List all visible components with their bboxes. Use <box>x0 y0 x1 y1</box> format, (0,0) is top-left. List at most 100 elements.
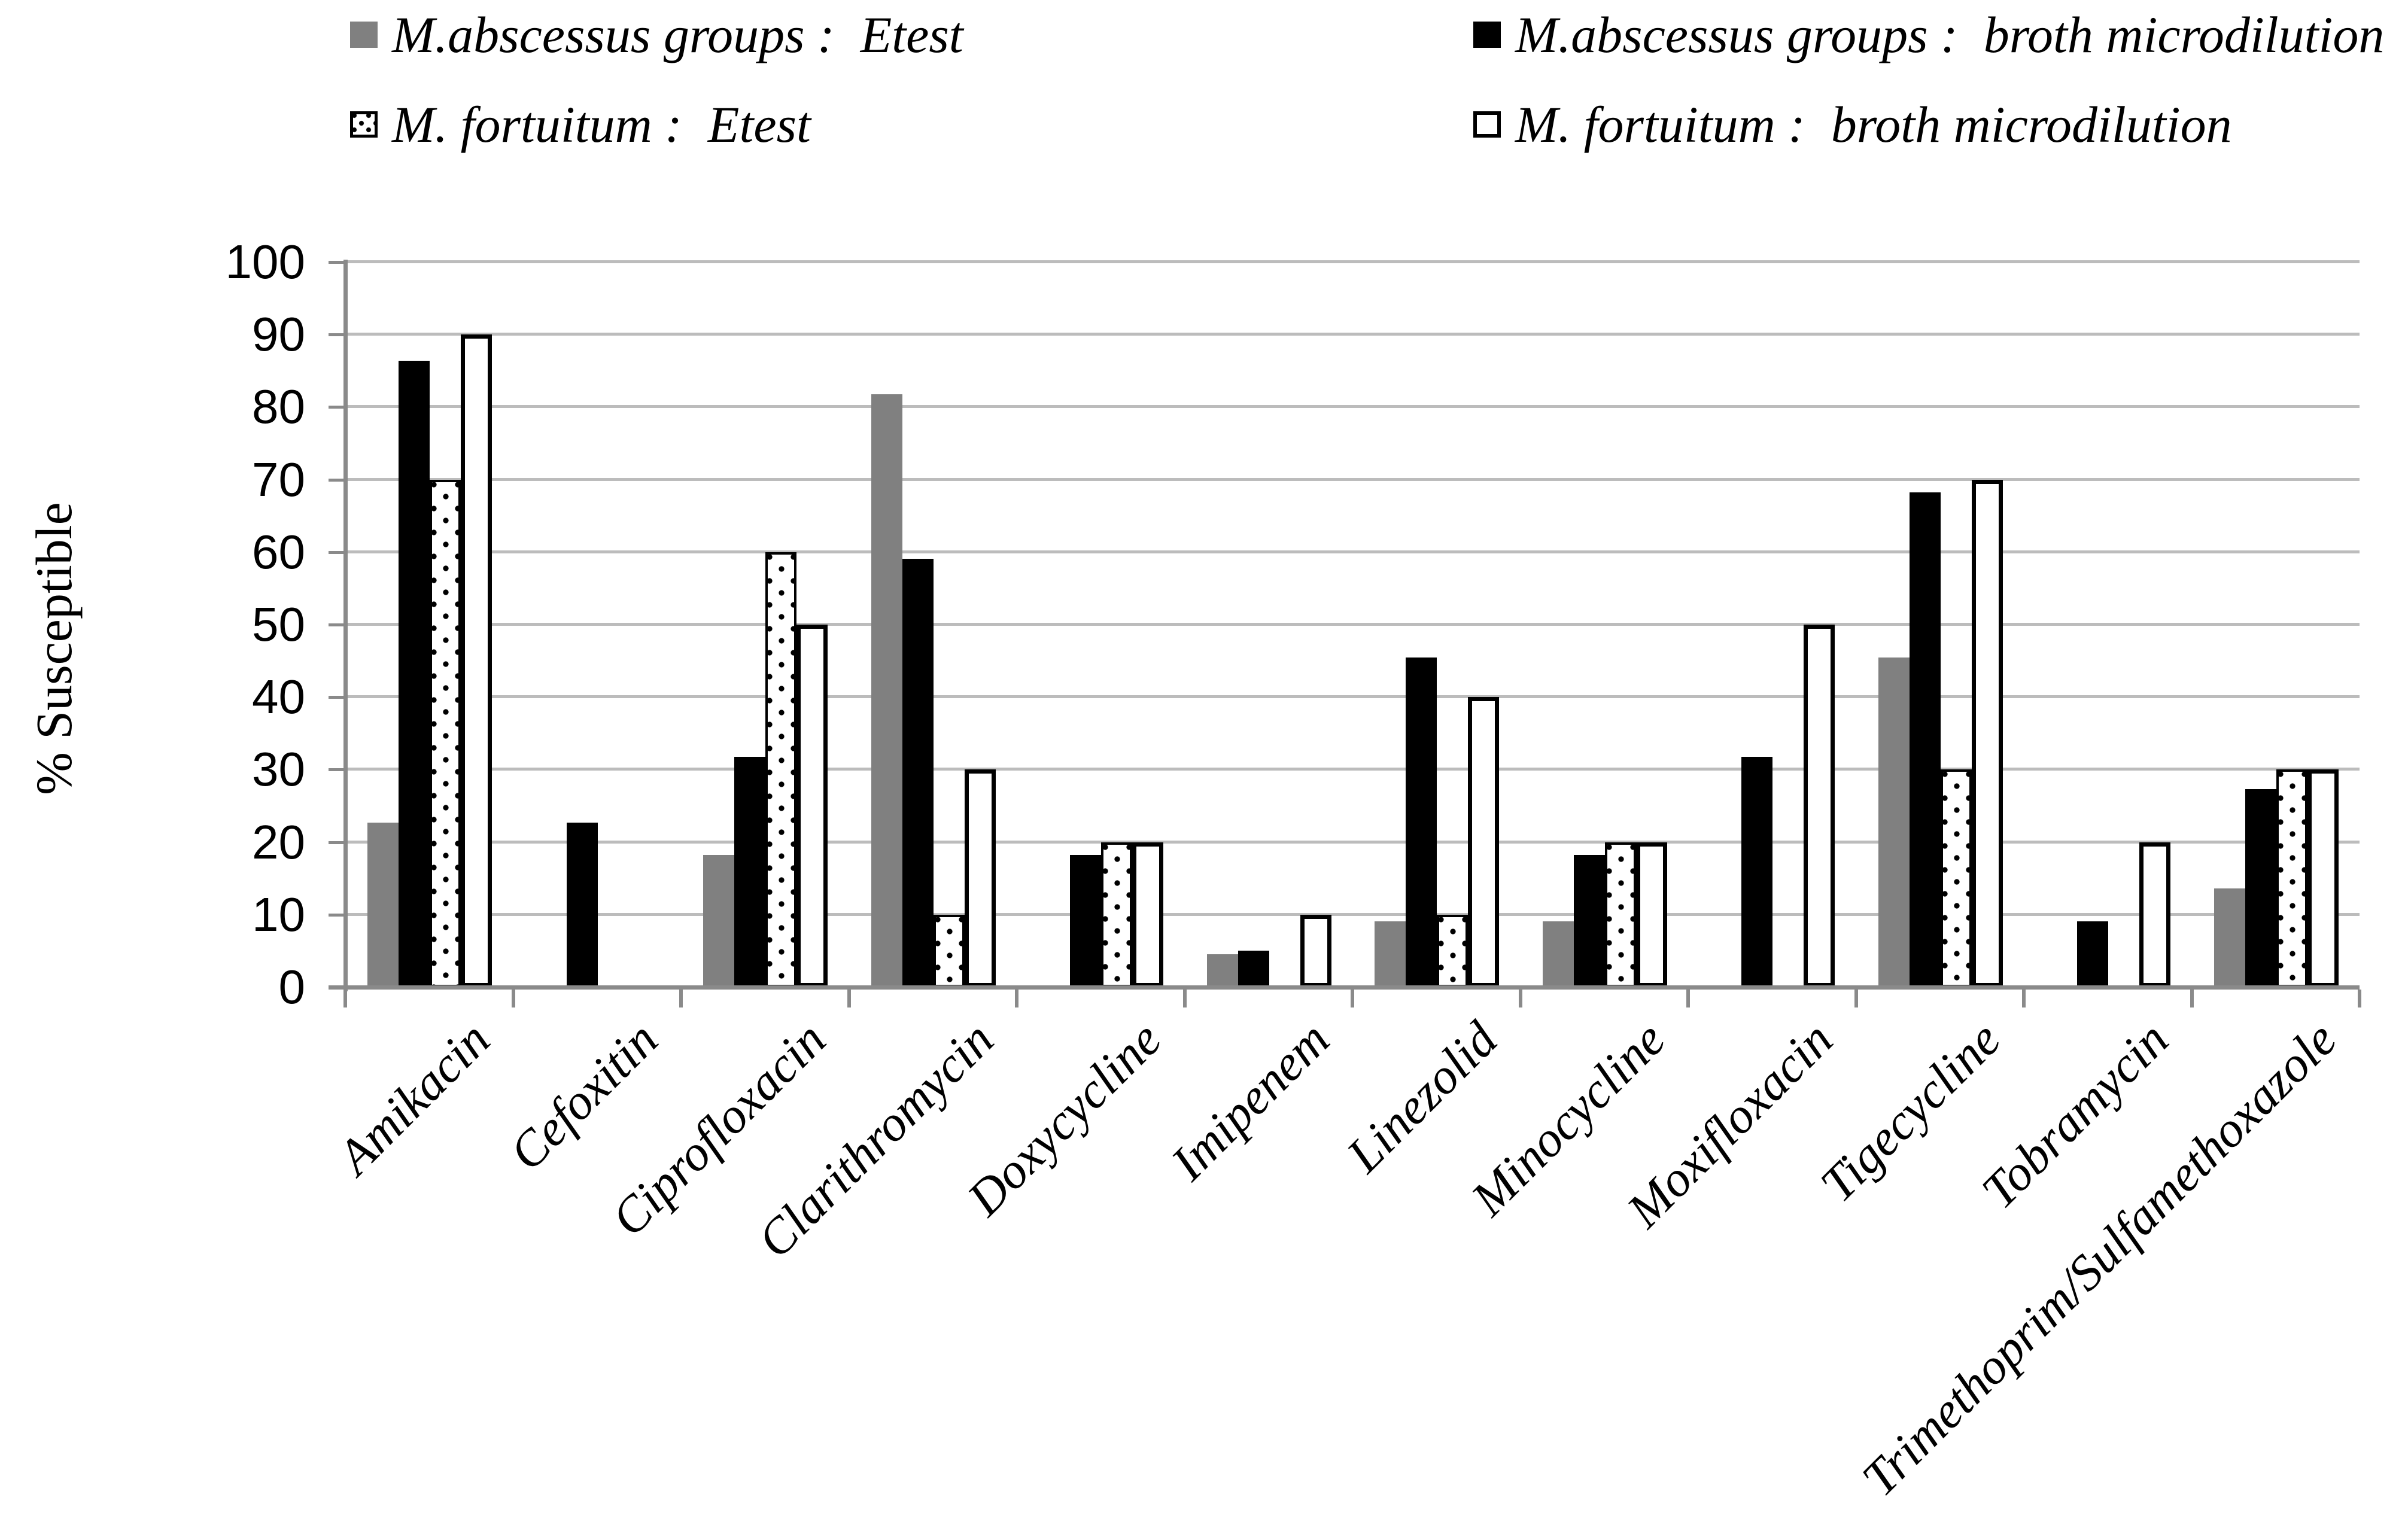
x-tick-mark <box>343 990 347 1007</box>
bar-dotted-tigecycline <box>1940 769 1972 987</box>
gridline-80 <box>345 405 2360 409</box>
y-tick-label: 90 <box>252 308 305 361</box>
bar-white-minocycline <box>1635 842 1667 987</box>
y-tick-mark <box>329 768 345 772</box>
y-tick-mark <box>329 406 345 409</box>
x-tick-mark <box>1351 990 1354 1007</box>
x-tick-mark <box>679 990 683 1007</box>
legend-label: M.abscessus groups : broth microdilution <box>1515 6 2385 63</box>
bar-white-linezolid <box>1468 697 1499 987</box>
bar-black-cefoxitin <box>566 822 598 987</box>
gridline-70 <box>345 477 2360 481</box>
bar-white-imipenem <box>1300 914 1331 987</box>
gridline-60 <box>345 550 2360 553</box>
bar-gray-clarithromycin <box>871 394 902 987</box>
bar-white-trimethoprim-sulfamethoxazole <box>2307 769 2339 987</box>
bar-black-tobramycin <box>2077 921 2108 987</box>
x-axis-line <box>329 985 2360 990</box>
bar-black-imipenem <box>1238 951 1269 987</box>
x-tick-mark <box>2022 990 2026 1007</box>
x-tick-mark <box>847 990 851 1007</box>
gridline-50 <box>345 623 2360 626</box>
x-tick-mark <box>1686 990 1690 1007</box>
y-tick-label: 20 <box>252 815 305 869</box>
gridline-10 <box>345 912 2360 916</box>
y-axis-line <box>343 260 348 991</box>
bar-dotted-amikacin <box>430 479 461 987</box>
bar-white-ciprofloxacin <box>796 625 828 987</box>
bar-white-doxycycline <box>1132 842 1163 987</box>
x-category-label: Imipenem <box>1160 1011 1340 1191</box>
x-tick-mark <box>1518 990 1522 1007</box>
legend-swatch-dotted <box>350 111 378 138</box>
y-tick-mark <box>329 261 345 264</box>
bar-black-moxifloxacin <box>1741 756 1772 987</box>
bar-dotted-linezolid <box>1437 914 1468 987</box>
bar-white-amikacin <box>461 334 492 987</box>
x-tick-mark <box>1182 990 1187 1007</box>
bar-gray-minocycline <box>1542 921 1574 987</box>
bar-white-tigecycline <box>1971 479 2003 987</box>
bar-black-trimethoprim-sulfamethoxazole <box>2245 789 2276 987</box>
bar-black-ciprofloxacin <box>734 756 765 987</box>
bar-gray-trimethoprim-sulfamethoxazole <box>2214 888 2245 987</box>
y-tick-label: 40 <box>252 670 305 724</box>
x-category-label: Amikacin <box>327 1011 501 1185</box>
y-tick-label: 70 <box>252 452 305 506</box>
gridline-100 <box>345 260 2360 263</box>
bar-white-clarithromycin <box>964 769 996 987</box>
gridline-40 <box>345 695 2360 699</box>
legend-item-fortuitum-broth: M. fortuitum : broth microdilution <box>1473 95 2232 154</box>
bar-dotted-trimethoprim-sulfamethoxazole <box>2276 769 2307 987</box>
legend-item-abscessus-etest: M.abscessus groups : Etest <box>350 5 963 65</box>
legend-item-abscessus-broth: M.abscessus groups : broth microdilution <box>1473 5 2384 65</box>
bar-black-doxycycline <box>1070 855 1101 987</box>
y-tick-label: 60 <box>252 525 305 579</box>
x-tick-mark <box>2190 990 2194 1007</box>
x-tick-mark <box>2358 990 2361 1007</box>
y-tick-mark <box>329 478 345 482</box>
x-tick-mark <box>1015 990 1018 1007</box>
bar-gray-tigecycline <box>1878 657 1910 987</box>
y-tick-label: 100 <box>225 235 305 288</box>
y-tick-label: 50 <box>252 598 305 651</box>
gridline-90 <box>345 333 2360 336</box>
x-category-label: Linezolid <box>1336 1011 1508 1183</box>
bar-dotted-clarithromycin <box>933 914 965 987</box>
legend-label: M.abscessus groups : Etest <box>392 6 963 63</box>
legend-item-fortuitum-etest: M. fortuitum : Etest <box>350 95 811 154</box>
x-category-label: Cefoxitin <box>498 1011 669 1182</box>
y-tick-mark <box>329 550 345 554</box>
bar-white-tobramycin <box>2139 842 2170 987</box>
x-tick-mark <box>1854 990 1858 1007</box>
legend-label: M. fortuitum : Etest <box>392 96 811 153</box>
y-tick-mark <box>329 333 345 337</box>
bar-black-minocycline <box>1573 855 1605 987</box>
bar-black-clarithromycin <box>902 558 934 987</box>
legend-label: M. fortuitum : broth microdilution <box>1515 96 2232 153</box>
bar-black-amikacin <box>399 360 430 987</box>
y-tick-label: 30 <box>252 742 305 796</box>
y-tick-label: 80 <box>252 380 305 434</box>
bar-dotted-minocycline <box>1604 842 1636 987</box>
y-tick-mark <box>329 841 345 844</box>
legend-swatch-black <box>1473 22 1501 48</box>
y-tick-mark <box>329 623 345 626</box>
bar-gray-imipenem <box>1206 954 1238 987</box>
bar-dotted-doxycycline <box>1101 842 1132 987</box>
x-tick-mark <box>511 990 515 1007</box>
gridline-30 <box>345 768 2360 771</box>
bar-white-moxifloxacin <box>1804 625 1835 987</box>
bar-gray-amikacin <box>367 822 399 987</box>
legend-swatch-gray <box>350 22 378 48</box>
bar-gray-linezolid <box>1375 921 1406 987</box>
y-axis-title: % Susceptible <box>25 502 83 795</box>
bar-black-tigecycline <box>1909 492 1941 987</box>
y-tick-mark <box>329 913 345 917</box>
y-tick-label: 10 <box>252 887 305 941</box>
y-tick-mark <box>329 696 345 699</box>
bar-dotted-ciprofloxacin <box>765 552 796 987</box>
plot-area <box>345 260 2360 987</box>
legend-swatch-white <box>1473 111 1501 138</box>
